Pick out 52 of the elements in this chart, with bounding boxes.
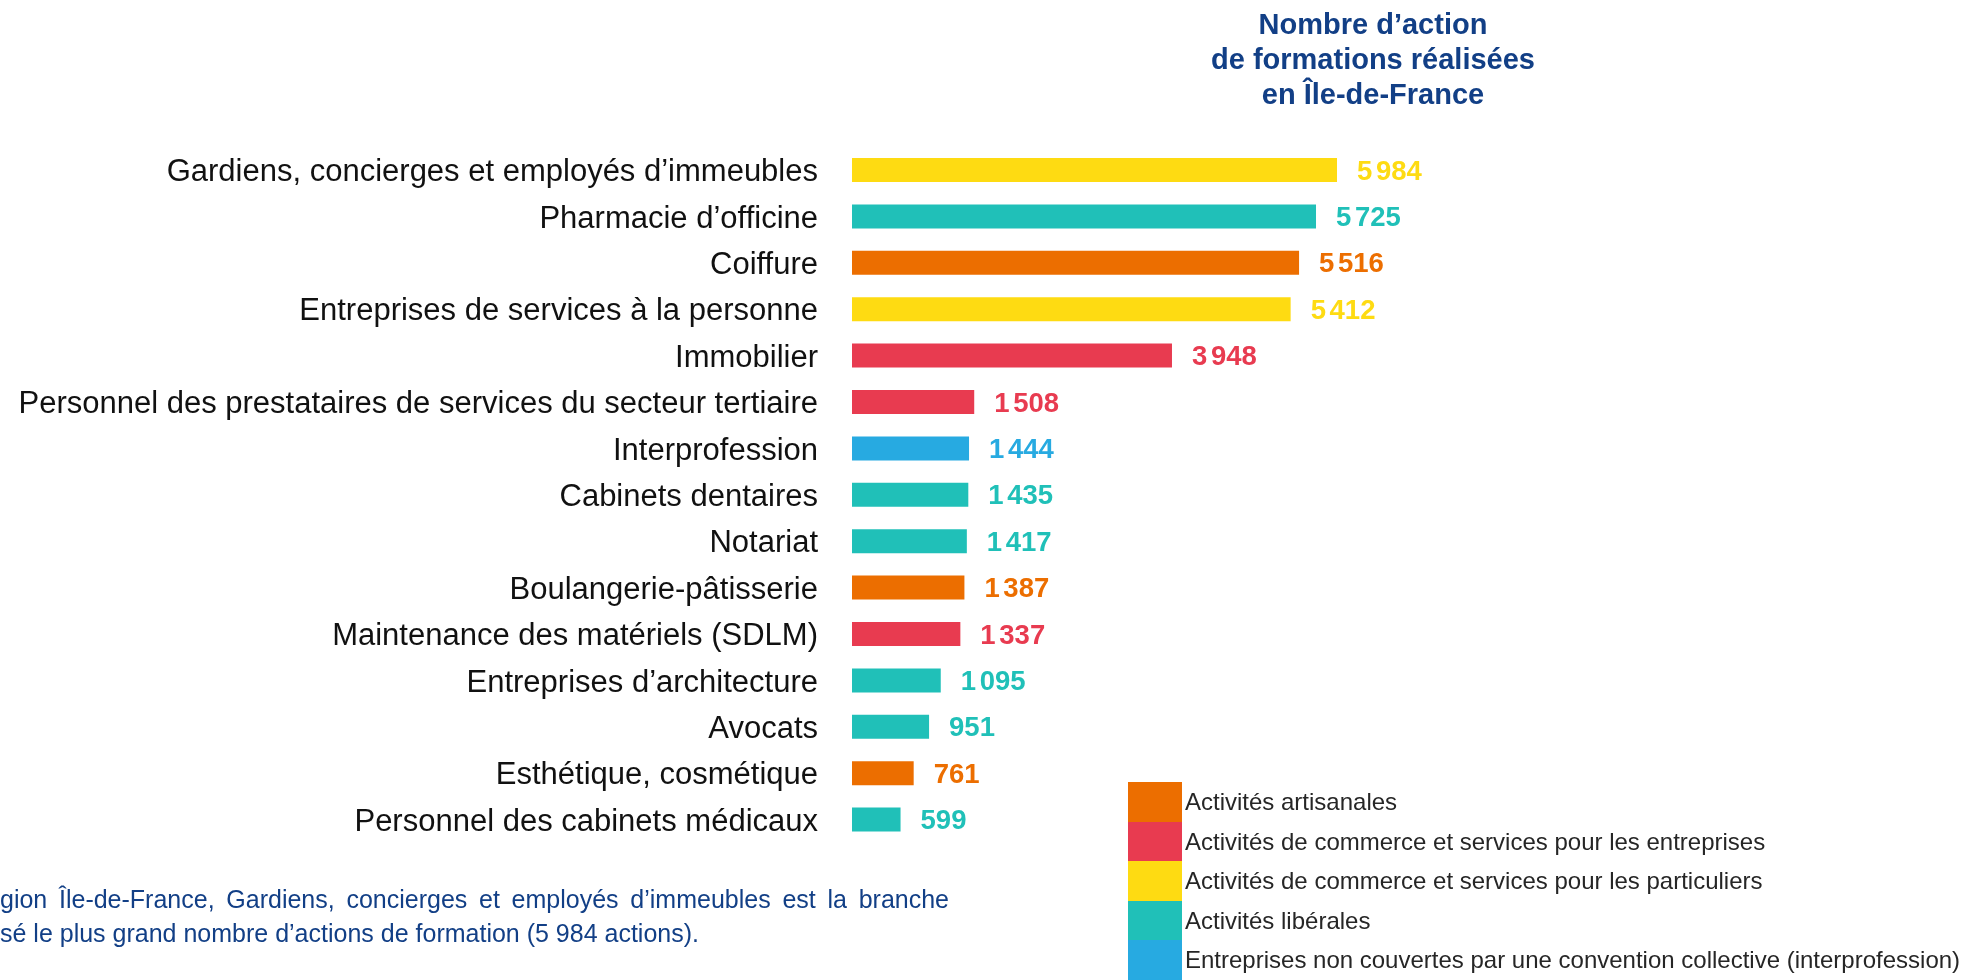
legend-label: Activités de commerce et services pour les particuliers (1185, 866, 1763, 896)
bar (852, 529, 967, 554)
bar (852, 158, 1337, 182)
legend-label: Activités de commerce et services pour les entreprises (1185, 826, 1766, 857)
data-label: 5 984 (1357, 154, 1423, 186)
data-label: 3 948 (1191, 340, 1257, 372)
legend-label: Entreprises non couvertes par une convention collective (interprofession) (1185, 945, 1961, 975)
bar (852, 807, 901, 832)
data-label: 1 417 (986, 525, 1052, 557)
bar (852, 668, 941, 693)
chart-title: Nombre d’action de formations réalisées en Île-de-France (1210, 7, 1536, 112)
bar (852, 343, 1172, 368)
legend-label: Activités libérales (1185, 905, 1371, 936)
y-tick-label: Notariat (709, 524, 819, 560)
bar (852, 575, 965, 600)
y-tick-label: Coiffure (710, 246, 818, 282)
y-tick-label: Gardiens, concierges et employés d’immeubles (166, 153, 818, 189)
text: gion Île-de-France, Gardiens, concierges et employés d’immeubles est la branche sé le plus grand nombre d’actions de formation (5 984 actions). (0, 884, 949, 949)
data-label: 951 (949, 711, 995, 743)
data-label: 1 444 (989, 432, 1055, 464)
bar (852, 761, 914, 786)
bar (852, 436, 970, 461)
data-label: 5 516 (1319, 247, 1384, 279)
data-label: 5 725 (1336, 200, 1401, 232)
y-tick-label: Esthétique, cosmétique (495, 756, 818, 792)
data-label: 1 387 (984, 572, 1050, 604)
data-label: 1 435 (988, 479, 1054, 511)
y-tick-label: Cabinets dentaires (559, 478, 818, 514)
y-tick-label: Avocats (708, 710, 818, 746)
y-tick-label: Immobilier (675, 338, 818, 374)
y-tick-label: Boulangerie-pâtisserie (509, 570, 818, 606)
y-tick-label: Personnel des prestataires de services du secteur tertiaire (18, 385, 818, 421)
y-tick-label: Maintenance des matériels (SDLM) (332, 617, 818, 653)
y-tick-label: Entreprises d’architecture (466, 663, 818, 699)
bar (852, 714, 930, 739)
bar (852, 204, 1317, 229)
data-label: 1 508 (994, 386, 1060, 418)
data-label: 1 337 (980, 618, 1046, 650)
data-label: 5 412 (1310, 293, 1376, 325)
data-label: 599 (920, 804, 967, 836)
data-label: 1 095 (960, 664, 1026, 696)
y-tick-label: Interprofession (612, 431, 818, 467)
legend-label: Activités artisanales (1185, 787, 1398, 817)
bar (852, 622, 961, 646)
y-tick-label: Pharmacie d’officine (539, 199, 818, 235)
y-tick-label: Entreprises de services à la personne (299, 292, 818, 328)
y-tick-label: Personnel des cabinets médicaux (354, 802, 819, 838)
bar (852, 297, 1291, 322)
bar (852, 482, 969, 507)
bar (852, 390, 975, 414)
bar (852, 250, 1300, 275)
data-label: 761 (933, 757, 980, 789)
